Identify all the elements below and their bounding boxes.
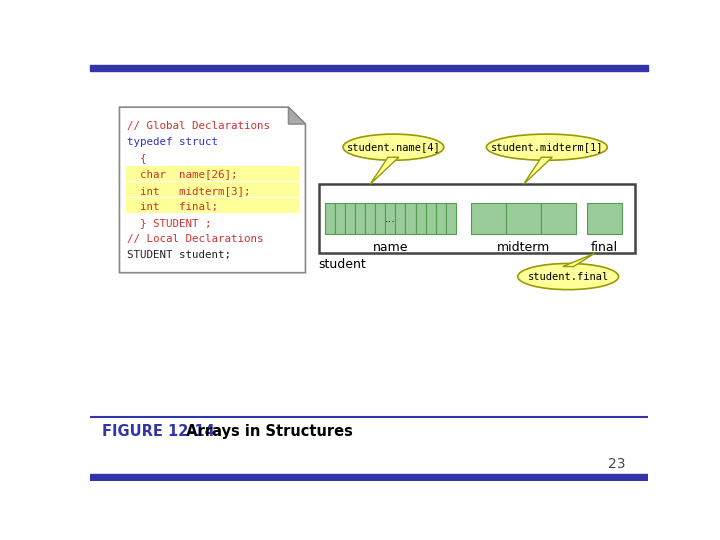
Bar [375, 204, 385, 234]
Bar [126, 182, 300, 197]
Bar [319, 184, 635, 253]
Text: Arrays in Structures: Arrays in Structures [176, 423, 353, 438]
Text: // Local Declarations: // Local Declarations [127, 234, 264, 244]
Bar [541, 204, 576, 234]
Text: char  name[26];: char name[26]; [127, 170, 238, 179]
Bar [415, 204, 426, 234]
Ellipse shape [518, 264, 618, 289]
Text: student: student [319, 258, 366, 271]
Text: int   midterm[3];: int midterm[3]; [127, 186, 251, 195]
Bar [90, 65, 648, 71]
Bar [345, 204, 355, 234]
Bar [335, 204, 345, 234]
Text: typedef struct: typedef struct [127, 137, 218, 147]
Bar [405, 204, 415, 234]
Bar [587, 204, 622, 234]
Ellipse shape [343, 134, 444, 160]
Text: STUDENT student;: STUDENT student; [127, 251, 231, 260]
Text: midterm: midterm [497, 241, 550, 254]
Bar [126, 166, 300, 181]
Bar [385, 204, 395, 234]
Text: ...: ... [385, 214, 396, 224]
Bar [446, 204, 456, 234]
Bar [436, 204, 446, 234]
Text: {: { [127, 153, 147, 163]
Bar [365, 204, 375, 234]
Polygon shape [563, 253, 595, 267]
Text: // Global Declarations: // Global Declarations [127, 121, 270, 131]
Text: int   final;: int final; [127, 202, 218, 212]
Ellipse shape [487, 134, 607, 160]
Polygon shape [523, 157, 552, 184]
Bar [126, 198, 300, 213]
Bar [90, 475, 648, 481]
Polygon shape [370, 157, 399, 184]
Bar [355, 204, 365, 234]
Text: FIGURE 12-14: FIGURE 12-14 [102, 423, 215, 438]
Text: 23: 23 [608, 457, 626, 471]
Text: } STUDENT ;: } STUDENT ; [127, 218, 212, 228]
Text: student.name[4]: student.name[4] [346, 142, 441, 152]
Bar [506, 204, 541, 234]
Text: student.final: student.final [528, 272, 609, 281]
Text: final: final [591, 241, 618, 254]
Bar [395, 204, 405, 234]
Bar [426, 204, 436, 234]
Text: student.midterm[1]: student.midterm[1] [490, 142, 603, 152]
Bar [472, 204, 506, 234]
Text: name: name [372, 241, 408, 254]
Polygon shape [289, 107, 305, 124]
Bar [325, 204, 335, 234]
Polygon shape [120, 107, 305, 273]
